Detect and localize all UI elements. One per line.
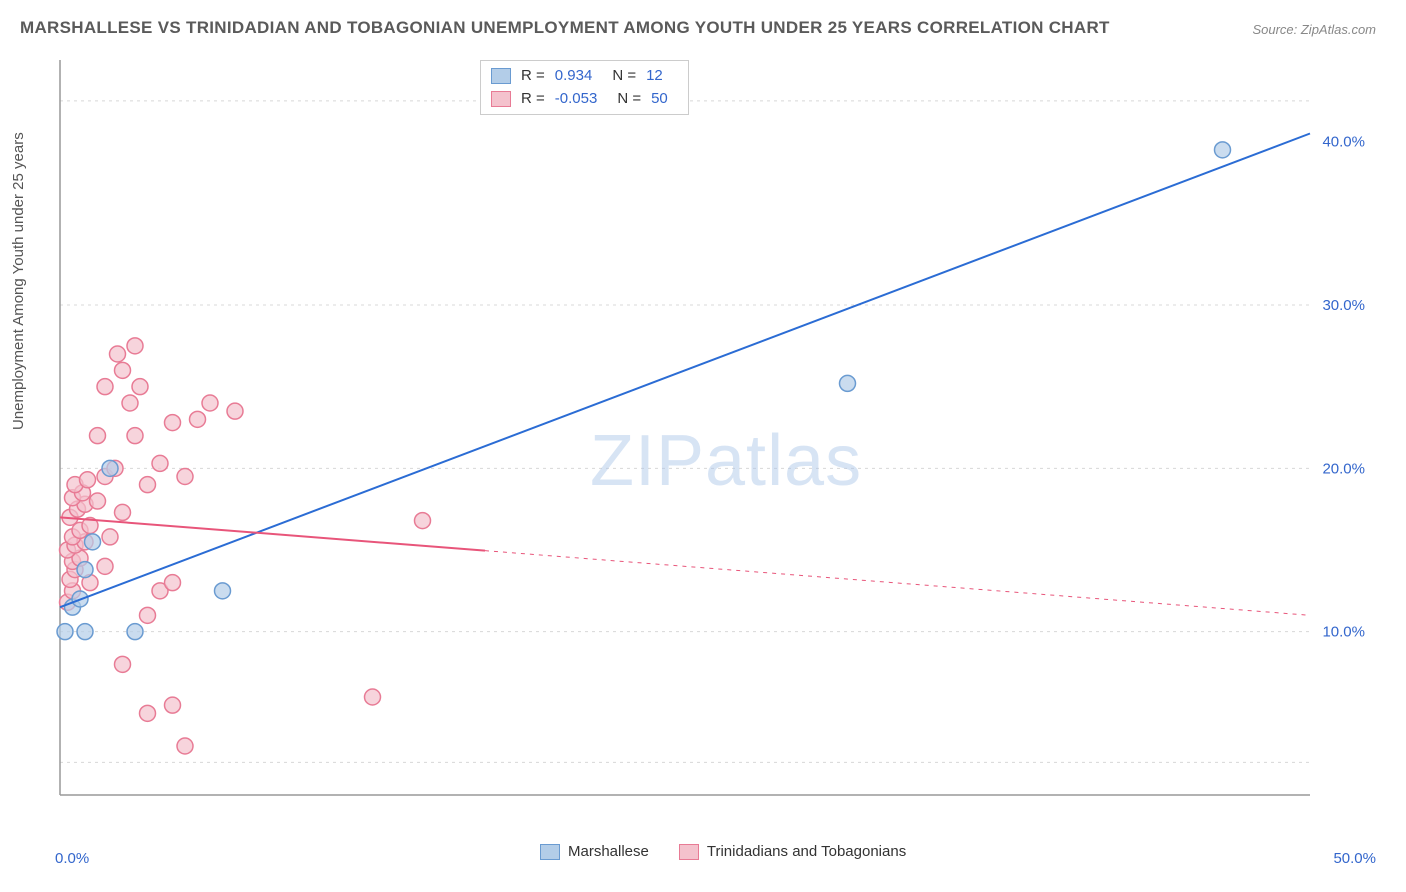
data-point bbox=[127, 428, 143, 444]
data-point bbox=[840, 375, 856, 391]
r-label: R = bbox=[521, 65, 545, 88]
r-value: -0.053 bbox=[555, 88, 598, 111]
chart-area: 10.0% 20.0% 30.0% 40.0% bbox=[50, 55, 1380, 835]
data-point bbox=[85, 534, 101, 550]
data-point bbox=[80, 472, 96, 488]
legend-swatch bbox=[540, 844, 560, 860]
data-point bbox=[102, 529, 118, 545]
y-tick-label: 40.0% bbox=[1322, 134, 1365, 151]
data-point bbox=[77, 624, 93, 640]
data-point bbox=[140, 705, 156, 721]
data-point bbox=[102, 460, 118, 476]
chart-title: MARSHALLESE VS TRINIDADIAN AND TOBAGONIA… bbox=[20, 18, 1110, 38]
data-point bbox=[77, 562, 93, 578]
trend-line bbox=[60, 134, 1310, 608]
data-point bbox=[127, 338, 143, 354]
data-point bbox=[152, 455, 168, 471]
data-point bbox=[122, 395, 138, 411]
r-label: R = bbox=[521, 88, 545, 111]
data-point bbox=[110, 346, 126, 362]
x-tick-label: 50.0% bbox=[1333, 850, 1376, 867]
data-point bbox=[165, 697, 181, 713]
n-label: N = bbox=[612, 65, 636, 88]
n-value: 12 bbox=[646, 65, 663, 88]
data-point bbox=[202, 395, 218, 411]
data-point bbox=[165, 415, 181, 431]
data-point bbox=[97, 558, 113, 574]
data-point bbox=[97, 379, 113, 395]
data-point bbox=[227, 403, 243, 419]
data-point bbox=[57, 624, 73, 640]
data-point bbox=[140, 477, 156, 493]
y-axis-label: Unemployment Among Youth under 25 years bbox=[10, 132, 27, 430]
data-point bbox=[115, 362, 131, 378]
y-tick-label: 20.0% bbox=[1322, 460, 1365, 477]
data-point bbox=[177, 469, 193, 485]
data-point bbox=[127, 624, 143, 640]
legend-label: Marshallese bbox=[568, 843, 649, 860]
data-point bbox=[132, 379, 148, 395]
data-point bbox=[165, 575, 181, 591]
data-point bbox=[1215, 142, 1231, 158]
y-tick-label: 30.0% bbox=[1322, 297, 1365, 314]
data-point bbox=[140, 607, 156, 623]
data-point bbox=[90, 493, 106, 509]
legend-stat-row: R = -0.053 N = 50 bbox=[491, 88, 678, 111]
data-point bbox=[190, 411, 206, 427]
legend-swatch bbox=[491, 91, 511, 107]
n-value: 50 bbox=[651, 88, 668, 111]
legend-label: Trinidadians and Tobagonians bbox=[707, 843, 906, 860]
chart-container: MARSHALLESE VS TRINIDADIAN AND TOBAGONIA… bbox=[0, 0, 1406, 892]
legend-correlation: R =0.934N =12R =-0.053N =50 bbox=[480, 60, 689, 115]
trend-line-extrapolated bbox=[485, 551, 1310, 616]
legend-swatch bbox=[679, 844, 699, 860]
data-point bbox=[415, 513, 431, 529]
data-point bbox=[177, 738, 193, 754]
scatter-plot: 10.0% 20.0% 30.0% 40.0% bbox=[50, 55, 1380, 835]
data-point bbox=[115, 656, 131, 672]
y-tick-label: 10.0% bbox=[1322, 624, 1365, 641]
n-label: N = bbox=[617, 88, 641, 111]
legend-swatch bbox=[491, 68, 511, 84]
data-point bbox=[90, 428, 106, 444]
source-label: Source: ZipAtlas.com bbox=[1252, 22, 1376, 37]
r-value: 0.934 bbox=[555, 65, 593, 88]
data-point bbox=[115, 504, 131, 520]
legend-item: Trinidadians and Tobagonians bbox=[679, 843, 906, 860]
x-tick-label: 0.0% bbox=[55, 850, 89, 867]
data-point bbox=[365, 689, 381, 705]
legend-item: Marshallese bbox=[540, 843, 649, 860]
legend-series: Marshallese Trinidadians and Tobagonians bbox=[540, 843, 906, 860]
data-point bbox=[215, 583, 231, 599]
legend-stat-row: R = 0.934 N = 12 bbox=[491, 65, 678, 88]
